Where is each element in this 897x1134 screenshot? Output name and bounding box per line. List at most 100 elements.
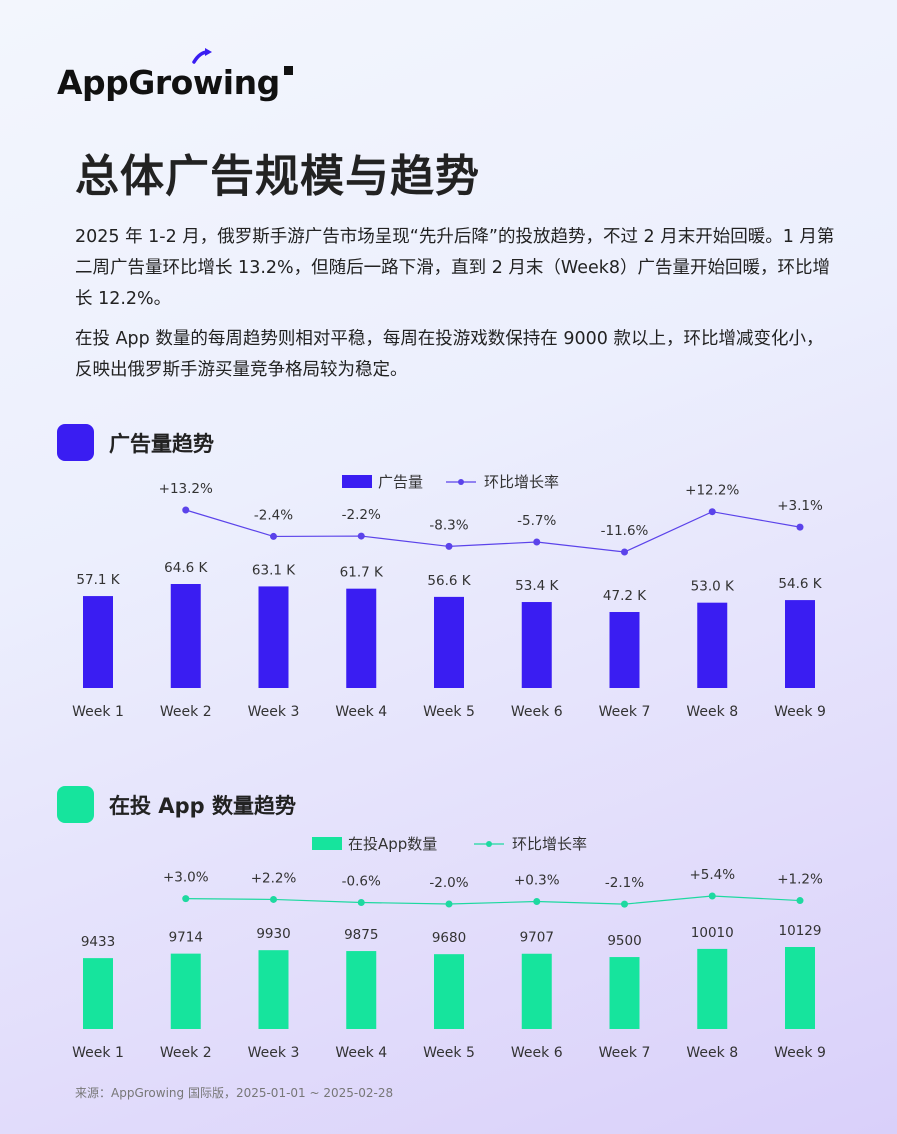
bar-value-label: 64.6 K [164,560,208,576]
summary-paragraph: 在投 App 数量的每周趋势则相对平稳，每周在投游戏数保持在 9000 款以上，… [75,329,824,380]
legend-bar-label: 在投App数量 [348,835,437,853]
bar-value-label: 10129 [779,923,822,939]
growth-point [445,542,453,550]
growth-point [270,895,277,903]
section-ad-volume: 广告量趋势 [57,424,214,461]
growth-label: +13.2% [159,481,213,497]
growth-label: +3.1% [777,498,823,514]
legend-line-label: 环比增长率 [484,473,559,491]
bar-value-label: 9930 [256,926,290,942]
ad-volume-chart: 广告量 环比增长率 57.1 K Week 1 64.6 K Week 2 63.1 K We… [72,473,826,720]
x-tick-label: Week 9 [774,1045,826,1061]
growth-line [185,895,801,905]
bar [521,602,552,688]
logo-arrow-icon [192,48,212,64]
growth-point [182,895,190,903]
bar [434,954,464,1029]
bar [697,602,728,688]
growth-label: +5.4% [689,867,735,883]
bar-value-label: 47.2 K [603,588,647,604]
bar [83,958,113,1029]
bar-value-label: 53.4 K [515,578,559,594]
bar [258,586,289,688]
brand-logo: AppGrowing [57,58,280,102]
growth-point [357,898,365,906]
bar-value-label: 9707 [520,930,554,946]
brand-wordmark: AppGrowing [57,63,280,102]
growth-point [796,897,804,905]
bar-value-label: 9714 [169,930,203,946]
bar-value-label: 57.1 K [76,572,120,588]
growth-label: +12.2% [685,483,739,499]
bar [170,953,201,1029]
x-tick-label: Week 7 [599,704,651,720]
intro-paragraph: 2025 年 1-2 月，俄罗斯手游广告市场呈现“先升后降”的投放趋势，不过 2… [75,227,835,309]
growth-label: -2.1% [605,875,644,891]
growth-point [533,538,541,546]
growth-label: -2.4% [254,507,293,523]
bar [785,600,815,688]
growth-label: -2.0% [429,875,468,891]
section-marker-icon [57,786,94,823]
growth-label: +0.3% [514,873,560,889]
x-tick-label: Week 3 [248,1045,300,1061]
legend-line-label: 环比增长率 [512,835,587,853]
bar [170,584,201,688]
x-tick-label: Week 8 [686,1045,738,1061]
growth-point [445,900,453,908]
page-title: 总体广告规模与趋势 [75,151,480,202]
bar-value-label: 9875 [344,927,378,943]
section-marker-icon [57,424,94,461]
legend-bar-swatch [312,837,342,850]
logo-square-icon [284,66,293,75]
legend-line-marker [458,479,464,485]
legend-bar-swatch [342,475,372,488]
growth-point [621,548,628,556]
bar [785,947,815,1029]
growth-label: -8.3% [429,517,468,533]
growth-label: -2.2% [342,507,381,523]
x-tick-label: Week 9 [774,704,826,720]
x-tick-label: Week 1 [72,704,124,720]
growth-line [185,509,801,553]
x-tick-label: Week 6 [511,704,563,720]
x-tick-label: Week 5 [423,704,475,720]
bar [346,588,377,688]
growth-point [533,898,541,906]
bar-value-label: 9433 [81,934,115,950]
x-tick-label: Week 5 [423,1045,475,1061]
growth-point [708,508,716,516]
bar-value-label: 54.6 K [778,576,822,592]
app-count-chart: 在投App数量 环比增长率 9433 Week 1 9714 Week 2 9930 Week… [72,835,826,1061]
bar [434,596,464,688]
growth-point [270,532,277,540]
growth-point [708,892,716,900]
x-tick-label: Week 7 [599,1045,651,1061]
legend-line-marker [486,841,492,847]
growth-point [182,506,190,514]
x-tick-label: Week 8 [686,704,738,720]
growth-label: +3.0% [163,870,209,886]
x-tick-label: Week 6 [511,1045,563,1061]
growth-point [357,532,365,540]
bar-value-label: 63.1 K [252,562,296,578]
bar-value-label: 56.6 K [427,573,471,589]
growth-label: -0.6% [342,873,381,889]
growth-label: -11.6% [601,523,649,539]
chart-title-app-count: 在投 App 数量趋势 [109,793,296,818]
section-app-count: 在投 App 数量趋势 [57,786,296,823]
growth-label: +1.2% [777,872,823,888]
bar [83,596,113,688]
x-tick-label: Week 1 [72,1045,124,1061]
growth-point [621,900,628,908]
bar-value-label: 9680 [432,930,466,946]
chart-title-ad-volume: 广告量趋势 [109,431,214,456]
x-tick-label: Week 4 [335,704,387,720]
bar-value-label: 61.7 K [340,565,384,581]
growth-point [796,523,804,531]
bar [609,957,640,1029]
bar [346,951,377,1029]
legend-bar-label: 广告量 [378,473,423,491]
x-tick-label: Week 3 [248,704,300,720]
bar [258,950,289,1029]
